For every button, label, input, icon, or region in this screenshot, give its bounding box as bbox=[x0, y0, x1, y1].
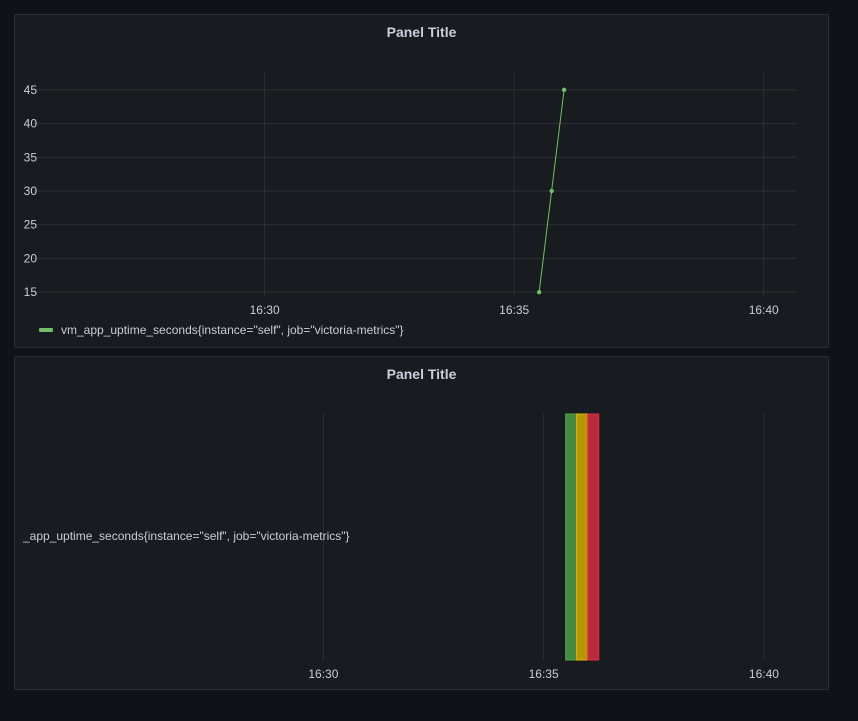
y-tick-label: 15 bbox=[24, 285, 38, 299]
x-tick-label: 16:40 bbox=[749, 303, 779, 317]
legend-label: vm_app_uptime_seconds{instance="self", j… bbox=[61, 323, 404, 337]
state-segment[interactable] bbox=[576, 413, 589, 661]
time-series-panel: Panel Title 15 20 25 30 35 40 45 16:30 16:35 16:4… bbox=[14, 14, 829, 348]
x-tick-label: 16:30 bbox=[250, 303, 280, 317]
y-tick-label: 20 bbox=[24, 251, 38, 265]
state-segment[interactable] bbox=[587, 413, 600, 661]
panel-title[interactable]: Panel Title bbox=[386, 366, 457, 382]
x-tick-label: 16:40 bbox=[749, 667, 779, 681]
y-tick-label: 35 bbox=[24, 150, 38, 164]
state-segment[interactable] bbox=[565, 413, 578, 661]
panel-title[interactable]: Panel Title bbox=[386, 24, 457, 40]
x-tick-label: 16:35 bbox=[499, 303, 529, 317]
legend-item[interactable]: vm_app_uptime_seconds{instance="self", j… bbox=[39, 323, 404, 337]
state-timeline-chart: 16:30 16:35 16:40 bbox=[308, 413, 779, 681]
y-tick-label: 30 bbox=[24, 184, 38, 198]
y-tick-label: 45 bbox=[24, 83, 38, 97]
line-chart: 15 20 25 30 35 40 45 16:30 16:35 16:40 bbox=[24, 73, 797, 317]
data-point[interactable] bbox=[561, 87, 567, 93]
data-point[interactable] bbox=[536, 289, 542, 295]
y-tick-label: 25 bbox=[24, 218, 38, 232]
x-tick-label: 16:30 bbox=[308, 667, 338, 681]
y-tick-label: 40 bbox=[24, 117, 38, 131]
x-tick-label: 16:35 bbox=[529, 667, 559, 681]
data-point[interactable] bbox=[549, 188, 554, 194]
row-label: _app_uptime_seconds{instance="self", job… bbox=[23, 529, 350, 543]
state-timeline-panel: Panel Title 16:30 16:35 16:40 _app_uptime_… bbox=[14, 356, 829, 690]
legend-swatch bbox=[39, 328, 53, 332]
